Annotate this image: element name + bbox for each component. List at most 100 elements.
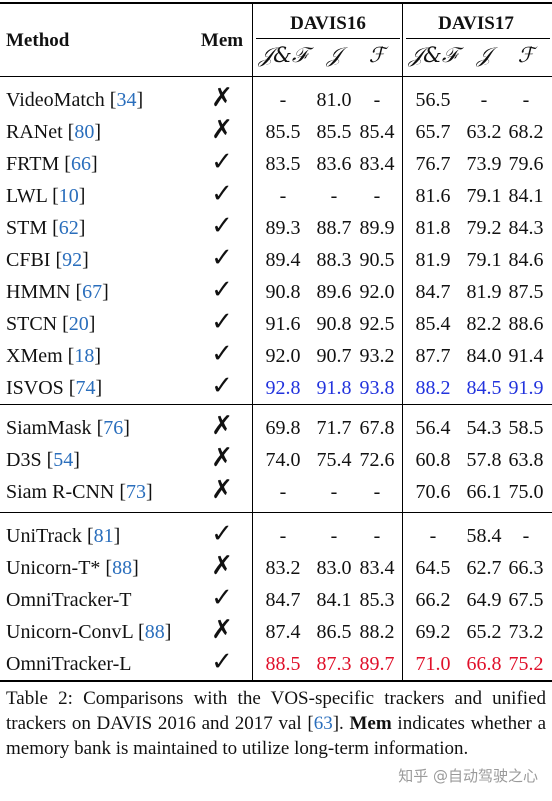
metric-j-16: 𝒥 <box>326 43 342 67</box>
score-cell: 66.1 <box>466 481 502 503</box>
score-cell: 67.8 <box>359 417 395 439</box>
score-cell: 89.7 <box>359 653 395 675</box>
score-cell: 69.8 <box>265 417 301 439</box>
metric-j-17: 𝒥 <box>476 43 492 67</box>
score-cell: 88.7 <box>316 217 352 239</box>
score-cell: 75.4 <box>316 449 352 471</box>
score-cell: - <box>373 481 381 503</box>
score-cell: 83.5 <box>265 153 301 175</box>
checkmark-icon: ✓ <box>211 147 233 177</box>
score-cell: 81.0 <box>316 89 352 111</box>
score-cell: 79.6 <box>508 153 544 175</box>
score-cell: 86.5 <box>316 621 352 643</box>
score-cell: 63.8 <box>508 449 544 471</box>
method-name: CFBI [92] <box>6 249 89 271</box>
score-cell: 84.7 <box>415 281 451 303</box>
method-label: HMMN <box>6 281 71 303</box>
citation-link[interactable]: 73 <box>126 481 147 503</box>
metric-jf-17: 𝒥&ℱ <box>408 43 458 67</box>
method-name: FRTM [66] <box>6 153 98 175</box>
davis-divider <box>402 2 404 680</box>
citation-link[interactable]: 62 <box>58 217 79 239</box>
score-cell: 66.8 <box>466 653 502 675</box>
citation-link[interactable]: 34 <box>116 89 137 111</box>
score-cell: 89.4 <box>265 249 301 271</box>
citation-link[interactable]: 67 <box>82 281 103 303</box>
method-label: FRTM <box>6 153 60 175</box>
score-cell: 72.6 <box>359 449 395 471</box>
score-cell: - <box>522 525 530 547</box>
score-cell: 91.6 <box>265 313 301 335</box>
score-cell: - <box>373 89 381 111</box>
score-cell: - <box>279 89 287 111</box>
citation-link[interactable]: 76 <box>103 417 124 439</box>
score-cell: 84.6 <box>508 249 544 271</box>
citation-link[interactable]: 74 <box>75 377 96 399</box>
score-cell: 83.2 <box>265 557 301 579</box>
citation-link[interactable]: 88 <box>144 621 165 643</box>
citation-link[interactable]: 66 <box>70 153 91 175</box>
checkmark-icon: ✓ <box>211 339 233 369</box>
method-label: Unicorn-T* <box>6 557 101 579</box>
score-cell: - <box>480 89 488 111</box>
score-cell: 88.2 <box>415 377 451 399</box>
checkmark-icon: ✓ <box>211 211 233 241</box>
score-cell: 93.2 <box>359 345 395 367</box>
watermark: 知乎 @自动驾驶之心 <box>398 767 538 785</box>
method-name: LWL [10] <box>6 185 86 207</box>
cross-icon: ✗ <box>211 551 233 581</box>
method-name: OmniTracker-T <box>6 588 132 612</box>
group2-rule <box>0 512 552 514</box>
caption-ref[interactable]: 63 <box>313 713 333 734</box>
score-cell: 85.3 <box>359 589 395 611</box>
citation-link[interactable]: 20 <box>68 313 89 335</box>
score-cell: 81.9 <box>415 249 451 271</box>
metric-f-16: ℱ <box>368 43 386 67</box>
citation-link[interactable]: 80 <box>74 121 95 143</box>
method-name: XMem [18] <box>6 345 102 367</box>
header-mem: Mem <box>200 30 244 51</box>
score-cell: 87.5 <box>508 281 544 303</box>
header-davis16: DAVIS16 <box>290 13 366 34</box>
caption-suffix: indicates whether a memory bank is maint… <box>6 713 546 759</box>
method-label: OmniTracker-L <box>6 653 132 675</box>
citation-link[interactable]: 88 <box>112 557 133 579</box>
checkmark-icon: ✓ <box>211 243 233 273</box>
checkmark-icon: ✓ <box>211 647 233 677</box>
score-cell: 83.0 <box>316 557 352 579</box>
citation-link[interactable]: 81 <box>93 525 114 547</box>
score-cell: 57.8 <box>466 449 502 471</box>
cross-icon: ✗ <box>211 475 233 505</box>
score-cell: 71.7 <box>316 417 352 439</box>
citation-link[interactable]: 10 <box>58 185 79 207</box>
score-cell: 89.9 <box>359 217 395 239</box>
score-cell: 75.2 <box>508 653 544 675</box>
method-label: UniTrack <box>6 525 82 547</box>
citation-link[interactable]: 92 <box>62 249 83 271</box>
score-cell: 87.4 <box>265 621 301 643</box>
score-cell: 81.9 <box>466 281 502 303</box>
score-cell: 84.7 <box>265 589 301 611</box>
score-cell: 85.4 <box>359 121 395 143</box>
score-cell: 56.5 <box>415 89 451 111</box>
score-cell: 93.8 <box>359 377 395 399</box>
method-label: LWL <box>6 185 48 207</box>
score-cell: - <box>330 525 338 547</box>
citation-link[interactable]: 18 <box>74 345 95 367</box>
score-cell: 58.5 <box>508 417 544 439</box>
score-cell: 90.5 <box>359 249 395 271</box>
score-cell: 90.8 <box>316 313 352 335</box>
score-cell: 69.2 <box>415 621 451 643</box>
davis17-underline <box>406 38 550 39</box>
score-cell: 82.2 <box>466 313 502 335</box>
citation-link[interactable]: 54 <box>53 449 74 471</box>
method-name: OmniTracker-L <box>6 652 132 676</box>
score-cell: 56.4 <box>415 417 451 439</box>
score-cell: 88.3 <box>316 249 352 271</box>
score-cell: 84.0 <box>466 345 502 367</box>
score-cell: 68.2 <box>508 121 544 143</box>
score-cell: 88.2 <box>359 621 395 643</box>
checkmark-icon: ✓ <box>211 179 233 209</box>
score-cell: 81.8 <box>415 217 451 239</box>
score-cell: 88.5 <box>265 653 301 675</box>
